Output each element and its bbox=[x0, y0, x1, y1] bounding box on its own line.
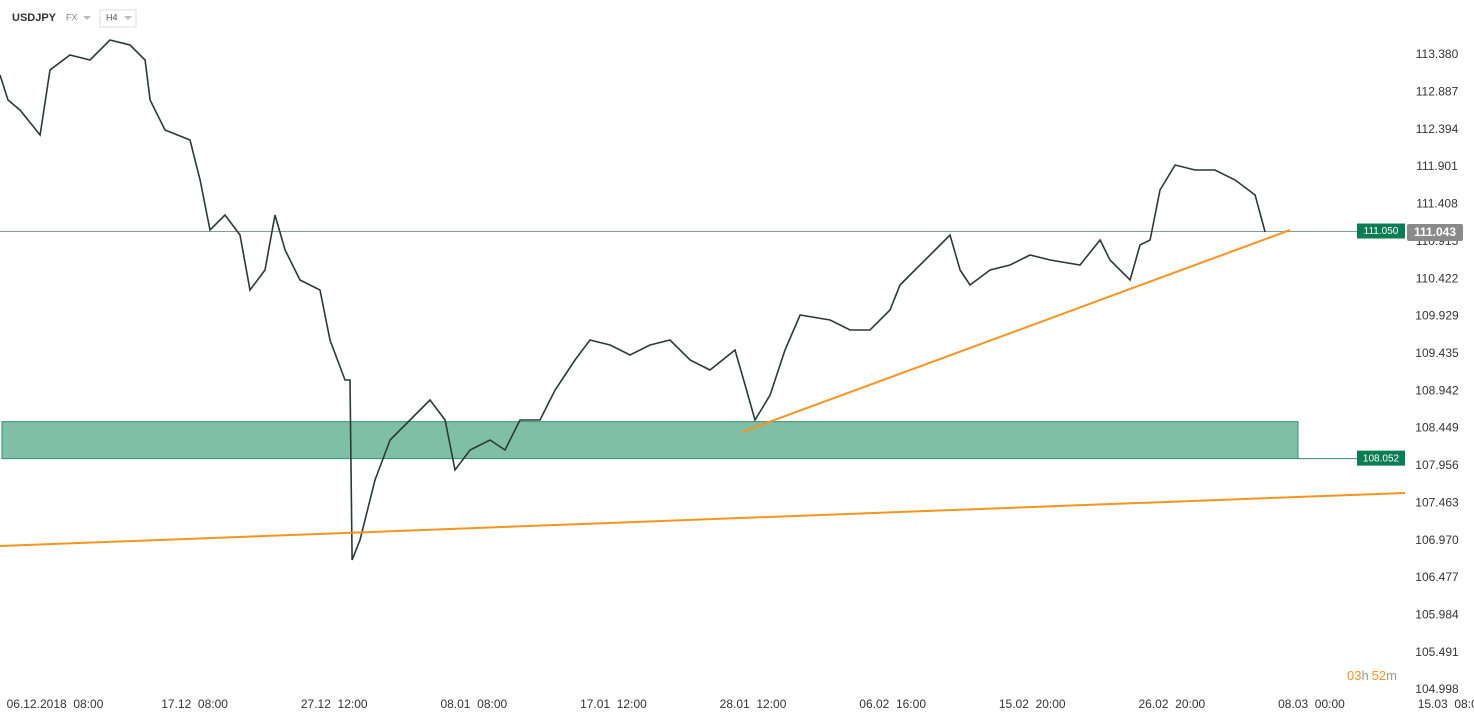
interval[interactable]: H4 bbox=[106, 12, 118, 22]
zone-label: 108.052 bbox=[1363, 453, 1400, 464]
y-tick-label: 111.408 bbox=[1416, 197, 1458, 211]
timer-hours: 03 bbox=[1347, 668, 1361, 683]
price-line-label: 111.050 bbox=[1364, 226, 1399, 237]
last-price-tag bbox=[1407, 224, 1463, 242]
y-tick-label: 112.394 bbox=[1416, 122, 1459, 136]
symbol[interactable]: USDJPY bbox=[12, 12, 57, 24]
dropdown-icon[interactable] bbox=[124, 16, 132, 20]
price-line-series bbox=[0, 39, 1266, 561]
timer-m: m bbox=[1386, 668, 1397, 683]
x-tick-label: 15.03 08:00 bbox=[1418, 697, 1474, 711]
y-tick-label: 106.970 bbox=[1415, 533, 1459, 547]
support-zone bbox=[1, 421, 1299, 460]
y-tick-label: 105.491 bbox=[1415, 645, 1459, 659]
y-tick-label: 112.887 bbox=[1416, 85, 1459, 99]
y-tick-label: 109.435 bbox=[1415, 346, 1459, 360]
x-tick-label: 17.01 12:00 bbox=[580, 697, 647, 711]
y-tick-label: 108.942 bbox=[1415, 383, 1459, 397]
last-price-label: 111.043 bbox=[1414, 225, 1456, 239]
x-tick-label: 08.03 00:00 bbox=[1278, 697, 1345, 711]
y-tick-label: 108.449 bbox=[1415, 421, 1459, 435]
trendline bbox=[741, 229, 1291, 433]
y-tick-label: 110.422 bbox=[1416, 271, 1459, 285]
x-tick-label: 28.01 12:00 bbox=[720, 697, 787, 711]
y-tick-label: 111.901 bbox=[1416, 159, 1458, 173]
y-tick-label: 107.956 bbox=[1415, 458, 1459, 472]
y-tick-label: 104.998 bbox=[1415, 682, 1459, 696]
timer-h: h bbox=[1361, 668, 1368, 683]
x-tick-label: 06.12.2018 08:00 bbox=[7, 697, 104, 711]
zone-tag bbox=[1357, 450, 1405, 466]
market[interactable]: FX bbox=[66, 12, 78, 22]
price-line-tag bbox=[1357, 223, 1405, 239]
y-tick-label: 105.984 bbox=[1415, 607, 1459, 621]
interval-box[interactable] bbox=[99, 9, 137, 28]
x-tick-label: 06.02 16:00 bbox=[859, 697, 926, 711]
trendline bbox=[0, 491, 1406, 547]
y-tick-label: 109.929 bbox=[1415, 309, 1459, 323]
y-tick-label: 113.380 bbox=[1416, 47, 1459, 61]
x-tick-label: 15.02 20:00 bbox=[999, 697, 1066, 711]
x-tick-label: 26.02 20:00 bbox=[1138, 697, 1205, 711]
x-tick-label: 17.12 08:00 bbox=[161, 697, 228, 711]
y-tick-label: 106.477 bbox=[1415, 570, 1459, 584]
timer: 03h 52m bbox=[1347, 668, 1397, 683]
y-tick-label: 107.463 bbox=[1415, 495, 1459, 509]
timer-minutes: 52 bbox=[1372, 668, 1386, 683]
x-tick-label: 08.01 08:00 bbox=[440, 697, 507, 711]
x-tick-label: 27.12 12:00 bbox=[301, 697, 368, 711]
dropdown-icon[interactable] bbox=[83, 16, 91, 20]
